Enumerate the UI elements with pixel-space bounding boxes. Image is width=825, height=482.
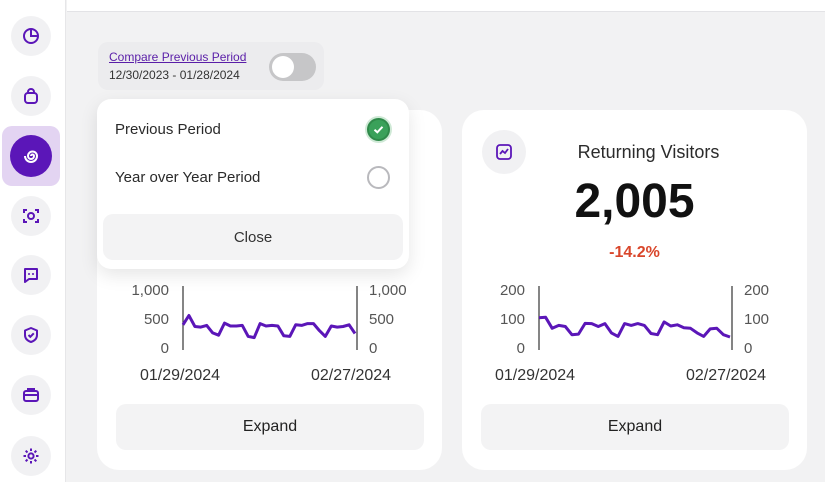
compare-date-range: 12/30/2023 - 01/28/2024: [109, 68, 240, 82]
y-tick-right: 0: [744, 340, 752, 357]
y-tick-left: 0: [517, 340, 525, 357]
card-title: Returning Visitors: [577, 142, 720, 162]
sidebar-item-business[interactable]: [11, 375, 51, 415]
series-line: [538, 315, 731, 339]
y-tick-right: 0: [369, 340, 377, 357]
option-previous-period-label[interactable]: Previous Period: [115, 121, 221, 138]
sidebar-item-orders[interactable]: [11, 76, 51, 116]
y-tick-right: 500: [369, 311, 394, 328]
sidebar-item-analytics[interactable]: [10, 135, 52, 177]
sidebar-item-tracking[interactable]: [11, 196, 51, 236]
x-end-label: 02/27/2024: [311, 367, 391, 384]
check-icon: [373, 126, 384, 134]
x-start-label: 01/29/2024: [140, 367, 220, 384]
expand-button[interactable]: Expand: [116, 404, 424, 450]
line-chart-left: 1,000 500 0 1,000 500 0 01/29/2024 02/27/2024: [131, 282, 407, 384]
spiral-icon: [24, 150, 39, 163]
compare-period-popover: Previous Period Year over Year Period Cl…: [97, 99, 409, 269]
compare-toggle[interactable]: [269, 53, 316, 81]
y-tick-right: 100: [744, 311, 769, 328]
y-tick-left: 500: [144, 311, 169, 328]
sidebar-item-messages[interactable]: [11, 255, 51, 295]
sidebar-item-security[interactable]: [11, 315, 51, 355]
compare-period-control: Compare Previous Period 12/30/2023 - 01/…: [98, 42, 324, 90]
y-tick-right: 1,000: [369, 282, 407, 299]
y-tick-left: 0: [161, 340, 169, 357]
compare-previous-period-link[interactable]: Compare Previous Period: [109, 50, 247, 64]
gear-icon: [23, 448, 39, 464]
metric-card-returning-visitors: Returning Visitors 2,005 -14.2% 200 100 0 2…: [462, 110, 807, 470]
y-tick-left: 1,000: [131, 282, 169, 299]
y-tick-left: 200: [500, 282, 525, 299]
metric-value: 2,005: [574, 175, 695, 228]
shield-check-icon: [24, 327, 38, 343]
sidebar-item-dashboard[interactable]: [11, 16, 51, 56]
metric-change: -14.2%: [609, 244, 660, 261]
expand-button[interactable]: Expand: [481, 404, 789, 450]
pie-chart-icon: [23, 28, 39, 44]
series-line: [181, 314, 357, 340]
shopping-bag-icon: [24, 88, 38, 104]
close-button[interactable]: Close: [103, 214, 403, 260]
card-icon: [482, 130, 526, 174]
option-previous-period-radio[interactable]: [367, 118, 390, 141]
option-year-over-year-label[interactable]: Year over Year Period: [115, 169, 261, 186]
option-year-over-year-radio[interactable]: [367, 166, 390, 189]
line-chart-right: 200 100 0 200 100 0 01/29/2024 02/27/2024: [495, 282, 769, 384]
briefcase-icon: [23, 388, 39, 402]
top-bar: [67, 0, 825, 12]
x-end-label: 02/27/2024: [686, 367, 766, 384]
y-tick-right: 200: [744, 282, 769, 299]
y-tick-left: 100: [500, 311, 525, 328]
sidebar: [0, 0, 66, 482]
toggle-knob: [272, 56, 294, 78]
line-chart-icon: [496, 144, 512, 160]
sidebar-item-settings[interactable]: [11, 436, 51, 476]
chat-icon: [24, 268, 38, 283]
focus-scan-icon: [23, 209, 39, 223]
x-start-label: 01/29/2024: [495, 367, 575, 384]
